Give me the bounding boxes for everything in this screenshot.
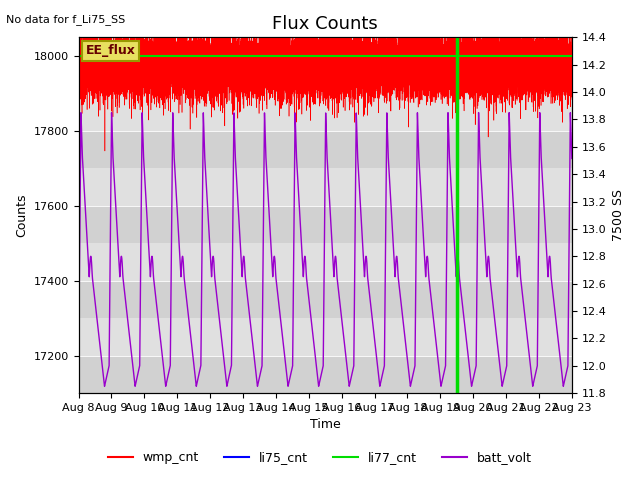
Title: Flux Counts: Flux Counts — [272, 15, 378, 33]
X-axis label: Time: Time — [310, 419, 340, 432]
Bar — [79, 281, 572, 318]
Y-axis label: 7500 SS: 7500 SS — [612, 189, 625, 241]
Bar — [79, 19, 572, 56]
Bar — [79, 356, 572, 393]
Bar — [79, 206, 572, 243]
Bar — [79, 168, 572, 206]
Bar — [79, 131, 572, 168]
Text: EE_flux: EE_flux — [86, 44, 135, 57]
Bar — [79, 243, 572, 281]
Bar — [79, 94, 572, 131]
Text: No data for f_Li75_SS: No data for f_Li75_SS — [6, 14, 125, 25]
Legend: wmp_cnt, li75_cnt, li77_cnt, batt_volt: wmp_cnt, li75_cnt, li77_cnt, batt_volt — [103, 446, 537, 469]
Bar — [79, 318, 572, 356]
Bar — [79, 56, 572, 94]
Y-axis label: Counts: Counts — [15, 193, 28, 237]
